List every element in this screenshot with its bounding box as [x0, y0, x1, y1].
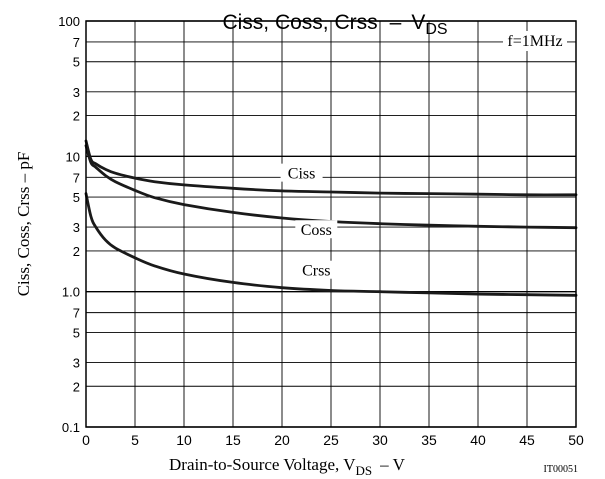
- x-tick-label: 15: [225, 432, 241, 448]
- y-tick-label: 100: [58, 14, 80, 29]
- x-axis-label: Drain-to-Source Voltage, VDS – V: [169, 455, 406, 478]
- annotation-background: [503, 31, 567, 51]
- plot-frame: [85, 20, 577, 428]
- x-tick-label: 40: [470, 432, 486, 448]
- x-tick-label: 10: [176, 432, 192, 448]
- y-tick-label: 2: [73, 379, 80, 394]
- y-tick-label: 10: [66, 149, 80, 164]
- series-labels: Ciss Coss Crss: [280, 163, 338, 280]
- y-tick-label: 0.1: [62, 420, 80, 435]
- x-tick-labels: 0 5 10 15 20 25 30 35 40 45 50: [82, 432, 584, 448]
- series-label-ciss: Ciss: [288, 166, 316, 183]
- y-axis-label: Ciss, Coss, Crss – pF: [14, 152, 33, 297]
- series-line-crss: [84, 192, 578, 297]
- x-tick-label: 25: [323, 432, 339, 448]
- grid: [85, 20, 577, 428]
- y-tick-label: 2: [73, 109, 80, 124]
- series-lines: [84, 139, 578, 297]
- series-label-coss: Coss: [301, 222, 332, 239]
- series-label-crss: Crss: [302, 263, 330, 280]
- frequency-annotation: f=1MHz: [507, 33, 562, 50]
- y-tick-label: 7: [73, 170, 80, 185]
- y-tick-label: 7: [73, 306, 80, 321]
- x-tick-label: 0: [82, 432, 90, 448]
- series-line-ciss: [84, 139, 578, 197]
- y-tick-label: 3: [73, 220, 80, 235]
- x-tick-label: 30: [372, 432, 388, 448]
- x-tick-label: 45: [519, 432, 535, 448]
- series-label-background: [280, 163, 323, 182]
- y-tick-label: 2: [73, 244, 80, 259]
- y-tick-label: 1.0: [62, 285, 80, 300]
- x-tick-label: 35: [421, 432, 437, 448]
- x-tick-label: 50: [568, 432, 584, 448]
- series-label-background: [295, 260, 338, 279]
- y-tick-label: 5: [73, 55, 80, 70]
- y-tick-label: 3: [73, 355, 80, 370]
- y-tick-label: 5: [73, 325, 80, 340]
- figure-id: IT00051: [544, 464, 578, 475]
- y-tick-labels: 100 7 5 3 2 10 7 5 3 2 1.0 7 5 3 2 0.1: [58, 14, 80, 435]
- y-tick-label: 7: [73, 35, 80, 50]
- series-label-background: [295, 220, 338, 239]
- x-tick-label: 5: [131, 432, 139, 448]
- x-tick-label: 20: [274, 432, 290, 448]
- series-line-coss: [84, 144, 578, 230]
- chart-title: Ciss, Coss, Crss – VDS: [222, 11, 447, 38]
- y-tick-label: 3: [73, 85, 80, 100]
- y-tick-label: 5: [73, 190, 80, 205]
